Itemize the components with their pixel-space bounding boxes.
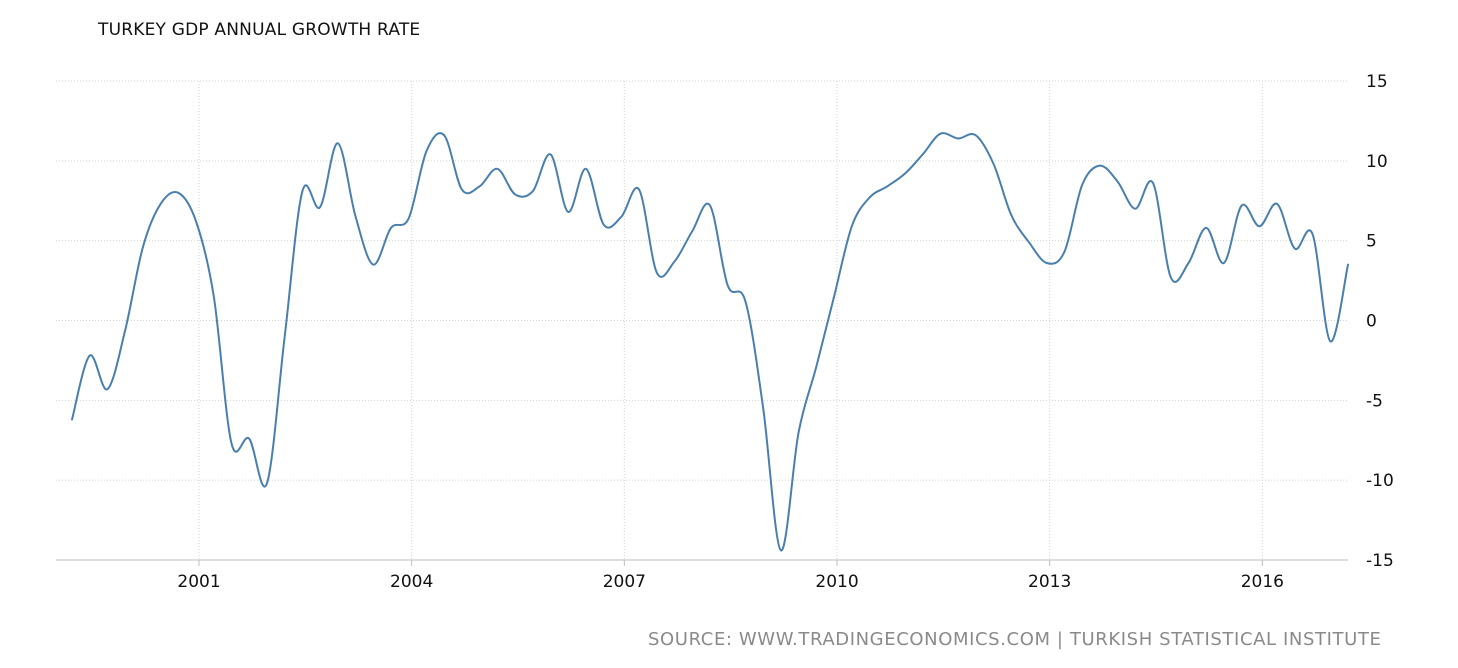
data-point [1046,262,1048,264]
data-point [1134,208,1136,210]
data-point [496,168,498,170]
data-point [1241,204,1243,207]
series-layer [71,132,1349,552]
data-point [1294,248,1296,250]
data-point [691,230,693,232]
data-point [1187,262,1190,264]
data-point [142,246,144,248]
data-point [1063,251,1066,253]
data-point [443,134,445,136]
data-point [1347,264,1349,266]
data-point [195,220,197,223]
data-point [337,142,339,144]
data-point [319,206,321,208]
data-point [638,188,640,191]
source-note: SOURCE: WWW.TRADINGECONOMICS.COM | TURKI… [648,629,1382,650]
data-point [266,482,268,484]
y-tick-label: 10 [1366,152,1388,172]
data-point [620,216,622,218]
data-point [106,388,109,390]
data-point [922,153,924,156]
data-point [709,204,711,207]
x-tick-label: 2001 [177,572,220,592]
x-tick-label: 2016 [1241,572,1284,592]
data-point [301,190,303,192]
data-point [567,211,569,213]
data-point [603,224,605,226]
data-point [957,137,959,140]
chart-title: TURKEY GDP ANNUAL GROWTH RATE [98,20,421,40]
data-point [1276,203,1278,205]
data-point [1081,184,1083,186]
gridlines [56,80,1348,561]
data-point [585,168,587,170]
data-point [1258,225,1260,227]
data-point [939,133,941,135]
data-point [815,366,817,368]
y-tick-label: -15 [1366,551,1394,571]
data-point [177,192,179,194]
data-point [1329,340,1331,342]
data-point [479,185,481,187]
data-point [514,193,516,195]
x-tick-label: 2004 [390,572,433,592]
data-point [408,217,410,219]
data-point [727,284,729,286]
y-axis: 15 10 5 0 -5 -10 -15 [1366,72,1394,571]
y-tick-label: -10 [1366,471,1394,491]
y-tick-label: 5 [1366,232,1377,252]
data-point [213,295,215,298]
data-point [124,329,126,331]
data-point [390,227,392,229]
x-axis: 2001 2004 2007 2010 2013 2016 [177,560,1284,592]
data-point [1311,233,1314,235]
data-point [71,418,73,421]
data-point [1170,276,1172,278]
data-point [744,300,747,302]
data-point [868,196,871,199]
data-point [89,355,91,357]
data-point [425,150,428,152]
data-point [549,153,552,156]
data-point [1028,241,1030,243]
data-point [284,335,286,338]
data-point [532,190,534,192]
data-point [354,216,357,218]
x-tick-label: 2013 [1028,572,1071,592]
y-tick-label: -5 [1366,391,1383,411]
data-point [248,438,250,440]
data-point [1205,227,1207,229]
data-point [1010,214,1012,216]
data-point [798,431,800,433]
data-point [1223,262,1225,264]
x-tick-label: 2007 [603,572,646,592]
data-point [1099,165,1101,167]
data-point [975,134,977,136]
data-point [230,442,233,445]
data-point [160,203,162,205]
data-point [833,295,835,298]
data-point [1152,182,1154,184]
x-tick-label: 2010 [815,572,858,592]
data-point [992,163,995,165]
data-point [762,407,764,409]
data-point [780,549,782,552]
data-point [372,264,374,266]
y-tick-label: 0 [1366,312,1377,332]
data-point [461,188,463,191]
data-point [904,173,906,175]
data-point [851,225,853,227]
y-tick-label: 15 [1366,72,1388,92]
data-point [886,185,888,187]
data-point [1117,180,1119,183]
data-point [673,260,676,263]
series-line [71,132,1349,552]
data-point [656,272,658,274]
